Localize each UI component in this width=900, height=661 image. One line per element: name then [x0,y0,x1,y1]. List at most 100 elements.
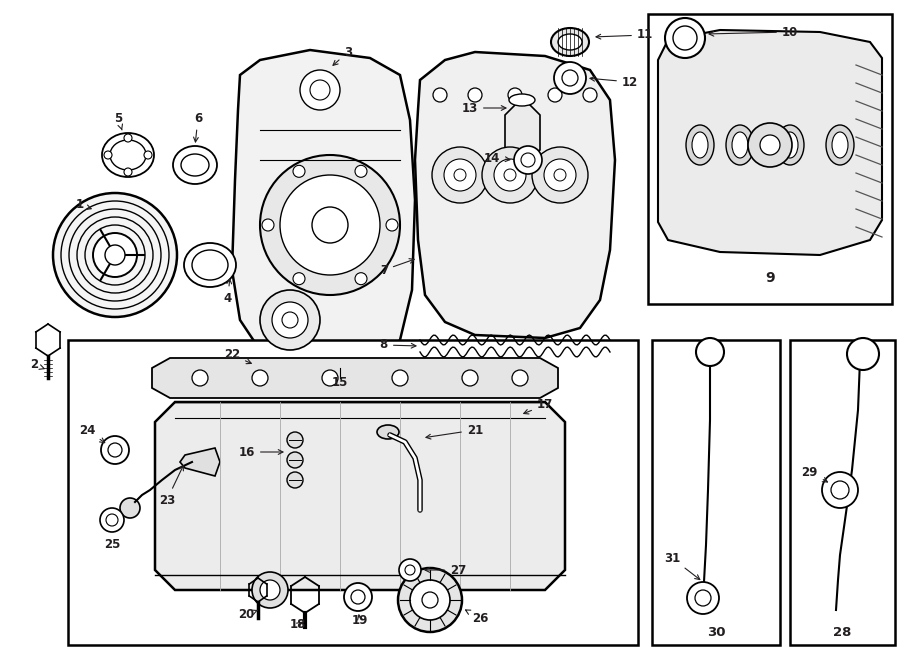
Circle shape [433,88,447,102]
Circle shape [482,147,538,203]
Circle shape [544,159,576,191]
Circle shape [280,175,380,275]
Ellipse shape [184,243,236,287]
Text: 10: 10 [709,26,798,38]
Text: 21: 21 [426,424,483,439]
Circle shape [312,207,348,243]
Circle shape [287,432,303,448]
Circle shape [124,134,132,142]
Circle shape [124,168,132,176]
Circle shape [454,169,466,181]
Ellipse shape [692,132,708,158]
Text: 8: 8 [380,338,416,352]
Ellipse shape [377,425,399,439]
Circle shape [673,26,697,50]
Text: 23: 23 [158,465,184,506]
Ellipse shape [173,146,217,184]
Circle shape [399,559,421,581]
Circle shape [422,592,438,608]
Ellipse shape [110,140,146,170]
Circle shape [665,18,705,58]
Circle shape [554,62,586,94]
Ellipse shape [832,132,848,158]
Circle shape [322,370,338,386]
Circle shape [392,370,408,386]
Circle shape [53,193,177,317]
Text: 2: 2 [30,358,44,371]
Ellipse shape [558,34,582,50]
Text: 26: 26 [465,610,488,625]
Bar [68,340,638,645]
Circle shape [514,146,542,174]
Text: 28: 28 [832,625,851,639]
Circle shape [548,88,562,102]
Polygon shape [505,100,540,155]
Circle shape [462,370,478,386]
Ellipse shape [726,125,754,165]
Circle shape [554,169,566,181]
Circle shape [101,436,129,464]
Circle shape [260,580,280,600]
Ellipse shape [192,250,228,280]
Ellipse shape [102,133,154,177]
Circle shape [355,165,367,177]
Circle shape [282,312,298,328]
Text: 31: 31 [664,551,700,580]
Circle shape [748,123,792,167]
Circle shape [260,155,400,295]
Polygon shape [415,52,615,338]
Circle shape [252,370,268,386]
Text: 18: 18 [290,619,306,631]
Bar [790,340,895,645]
Ellipse shape [782,132,798,158]
Circle shape [521,153,535,167]
Circle shape [293,165,305,177]
Circle shape [106,514,118,526]
Bar [648,14,892,304]
Circle shape [405,565,415,575]
Circle shape [144,151,152,159]
Ellipse shape [732,132,748,158]
Circle shape [272,302,308,338]
Text: 13: 13 [462,102,506,114]
Text: 1: 1 [76,198,91,212]
Circle shape [100,508,124,532]
Text: 16: 16 [238,446,283,459]
Polygon shape [155,402,565,590]
Text: 27: 27 [425,563,466,576]
Circle shape [562,70,578,86]
Circle shape [760,135,780,155]
Ellipse shape [826,125,854,165]
Circle shape [93,233,137,277]
Circle shape [847,338,879,370]
Circle shape [432,147,488,203]
Text: 11: 11 [596,28,653,42]
Polygon shape [232,50,415,370]
Text: 22: 22 [224,348,251,364]
Polygon shape [180,448,220,476]
Text: 19: 19 [352,613,368,627]
Circle shape [104,151,112,159]
Text: 25: 25 [104,539,121,551]
Circle shape [386,219,398,231]
Circle shape [293,273,305,285]
Text: 17: 17 [524,399,554,414]
Circle shape [287,472,303,488]
Polygon shape [658,30,882,255]
Circle shape [344,583,372,611]
Bar [652,340,780,645]
Text: 4: 4 [224,279,232,305]
Ellipse shape [551,28,589,56]
Text: 24: 24 [78,424,104,443]
Circle shape [252,572,288,608]
Circle shape [831,481,849,499]
Circle shape [512,370,528,386]
Ellipse shape [776,125,804,165]
Text: 3: 3 [333,46,352,65]
Circle shape [583,88,597,102]
Ellipse shape [509,94,535,106]
Circle shape [120,498,140,518]
Circle shape [287,452,303,468]
Circle shape [355,273,367,285]
Circle shape [494,159,526,191]
